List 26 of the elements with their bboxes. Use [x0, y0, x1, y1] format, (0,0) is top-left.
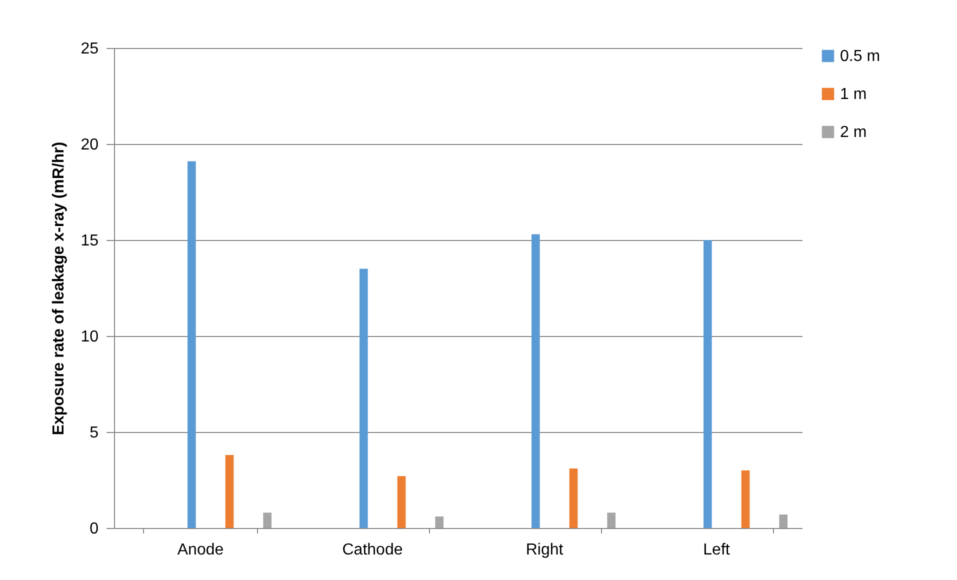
y-tick-label: 5	[90, 424, 99, 442]
x-tick-label: Anode	[177, 542, 224, 558]
bar	[263, 512, 272, 528]
x-tick-label: Left	[703, 542, 730, 558]
y-tick-label: 10	[80, 328, 99, 346]
x-tick-label: Cathode	[342, 542, 403, 558]
y-axis-title: Exposure rate of leakage x-ray (mR/hr)	[50, 142, 68, 436]
bar	[225, 455, 234, 528]
bar	[779, 514, 788, 528]
bar	[188, 161, 196, 528]
bar	[532, 234, 540, 528]
bar	[360, 268, 368, 528]
bar	[569, 468, 578, 528]
bar	[397, 476, 406, 528]
y-tick-label: 25	[80, 40, 99, 58]
bar	[704, 240, 712, 528]
legend-label: 2 m	[840, 124, 867, 141]
legend-label: 1 m	[840, 86, 867, 103]
x-tick-label: Right	[526, 542, 564, 558]
bar	[607, 512, 616, 528]
legend-label: 0.5 m	[840, 48, 880, 65]
bar	[435, 516, 444, 528]
y-tick-label: 20	[80, 136, 99, 154]
y-tick-label: 15	[80, 232, 99, 250]
y-tick-label: 0	[90, 520, 99, 538]
bar	[741, 470, 750, 528]
